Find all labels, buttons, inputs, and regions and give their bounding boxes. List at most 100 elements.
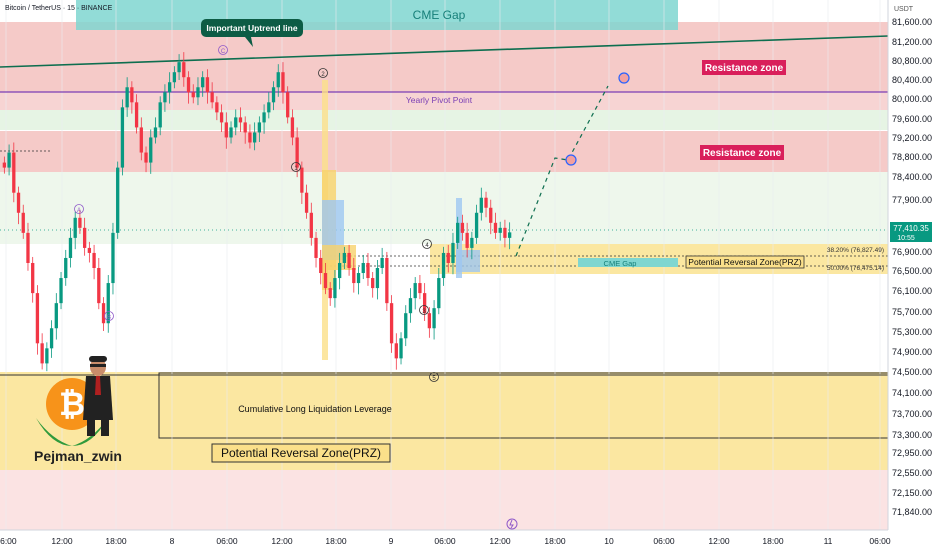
avatar-figure bbox=[83, 356, 113, 436]
candle-body bbox=[418, 283, 422, 294]
time-tick-label: 11 bbox=[824, 536, 833, 546]
candle-body bbox=[182, 62, 186, 78]
candle-body bbox=[78, 217, 82, 228]
prz-bottom-label: Potential Reversal Zone(PRZ) bbox=[221, 446, 381, 460]
price-tick-label: 72,950.00 bbox=[892, 448, 932, 458]
candle-body bbox=[451, 242, 455, 263]
candle-body bbox=[101, 303, 106, 324]
yearly-pivot-label: Yearly Pivot Point bbox=[406, 95, 473, 105]
candle-body bbox=[26, 232, 30, 263]
candle-body bbox=[342, 252, 347, 263]
bitcoin-symbol: ₿ bbox=[59, 386, 85, 422]
candle-body bbox=[238, 117, 243, 123]
candle-body bbox=[21, 212, 25, 233]
candle-body bbox=[153, 127, 158, 138]
cme-gap-small-label: CME Gap bbox=[604, 259, 637, 268]
candle-body bbox=[498, 227, 502, 233]
price-tick-label: 81,200.00 bbox=[892, 37, 932, 47]
candle-body bbox=[215, 102, 219, 113]
price-tick-label: 78,800.00 bbox=[892, 152, 932, 162]
candle-body bbox=[460, 222, 465, 233]
price-tick-label: 74,500.00 bbox=[892, 367, 932, 377]
candle-body bbox=[281, 72, 285, 93]
candle-body bbox=[371, 278, 375, 289]
candle-body bbox=[40, 343, 44, 364]
candle-body bbox=[177, 62, 181, 73]
candle-body bbox=[73, 217, 77, 238]
candle-body bbox=[111, 232, 115, 284]
candle-body bbox=[31, 262, 35, 294]
svg-text:A: A bbox=[77, 208, 81, 214]
candle-body bbox=[2, 162, 7, 168]
lightning-icon[interactable] bbox=[506, 518, 518, 530]
svg-text:B: B bbox=[107, 315, 111, 321]
time-tick-label: 18:00 bbox=[762, 536, 784, 546]
liquidation-label: Cumulative Long Liquidation Leverage bbox=[238, 404, 392, 414]
time-tick-label: 12:00 bbox=[708, 536, 730, 546]
candle-body bbox=[427, 313, 432, 329]
candle-body bbox=[314, 237, 318, 258]
candle-body bbox=[404, 313, 408, 339]
candle-body bbox=[437, 278, 441, 309]
candle-body bbox=[356, 273, 361, 284]
price-tick-label: 73,700.00 bbox=[892, 409, 932, 419]
candle-body bbox=[106, 283, 110, 324]
price-tick-label: 80,800.00 bbox=[892, 56, 932, 66]
candle-body bbox=[144, 152, 148, 163]
wave-c-marker: C bbox=[218, 45, 228, 55]
candle-body bbox=[64, 257, 68, 279]
candle-body bbox=[441, 252, 446, 279]
time-tick-label: 18:00 bbox=[105, 536, 127, 546]
wave-5-marker: 5 bbox=[429, 372, 439, 382]
candle-body bbox=[201, 77, 205, 88]
price-tick-label: 75,300.00 bbox=[892, 327, 932, 337]
candle-body bbox=[120, 107, 125, 168]
time-tick-label: 10 bbox=[604, 536, 614, 546]
candle-body bbox=[352, 268, 356, 284]
target-marker-lower[interactable] bbox=[565, 154, 577, 166]
countdown-value: 10:55 bbox=[897, 235, 915, 242]
time-tick-label: 18:00 bbox=[544, 536, 566, 546]
candle-body bbox=[366, 262, 370, 279]
candle-body bbox=[252, 132, 257, 143]
candle-body bbox=[375, 268, 380, 289]
prz-bottom-badge: Potential Reversal Zone(PRZ) bbox=[211, 443, 391, 463]
time-tick-label: 06:00 bbox=[869, 536, 891, 546]
candle-body bbox=[49, 328, 54, 349]
candle-body bbox=[304, 192, 309, 213]
time-tick-label: 9 bbox=[389, 536, 394, 546]
candle-body bbox=[229, 127, 233, 138]
candle-body bbox=[290, 117, 295, 138]
candle-body bbox=[319, 257, 323, 274]
candle-body bbox=[158, 102, 162, 128]
target-marker-upper[interactable] bbox=[618, 72, 630, 84]
uptrend-line bbox=[0, 35, 889, 68]
current-price-value: 77,410.35 bbox=[893, 224, 929, 233]
resistance-badge-lower: Resistance zone bbox=[700, 145, 784, 160]
price-tick-label: 74,900.00 bbox=[892, 347, 932, 357]
author-logo: ₿ Pejman_zwin bbox=[34, 356, 122, 464]
prz-right-label: Potential Reversal Zone(PRZ) bbox=[688, 257, 802, 267]
candle-body bbox=[470, 237, 474, 248]
time-axis[interactable]: 06:00 12:00 18:00 8 06:00 12:00 18:00 9 06:00 12:… bbox=[0, 529, 932, 550]
pivot-band bbox=[0, 92, 888, 110]
price-tick-label: 79,600.00 bbox=[892, 114, 932, 124]
candle-body bbox=[456, 222, 460, 243]
price-tick-label: 76,100.00 bbox=[892, 286, 932, 296]
candle-body bbox=[276, 72, 280, 88]
candle-body bbox=[479, 197, 483, 213]
candle-body bbox=[149, 137, 153, 163]
author-name: Pejman_zwin bbox=[34, 448, 122, 464]
candle-body bbox=[271, 87, 276, 103]
fib-382-label: 38.20% (76,827.49) bbox=[827, 247, 884, 254]
price-tick-label: 77,900.00 bbox=[892, 195, 932, 205]
candle-body bbox=[7, 152, 11, 168]
price-axis[interactable]: USDT 81,600.00 81,200.00 80,800.00 80,400.0… bbox=[887, 0, 932, 550]
volume-profile-bar bbox=[456, 250, 480, 272]
candle-body bbox=[59, 278, 63, 304]
candle-body bbox=[196, 87, 200, 98]
green-band-mid bbox=[0, 172, 888, 244]
candle-body bbox=[493, 222, 498, 233]
